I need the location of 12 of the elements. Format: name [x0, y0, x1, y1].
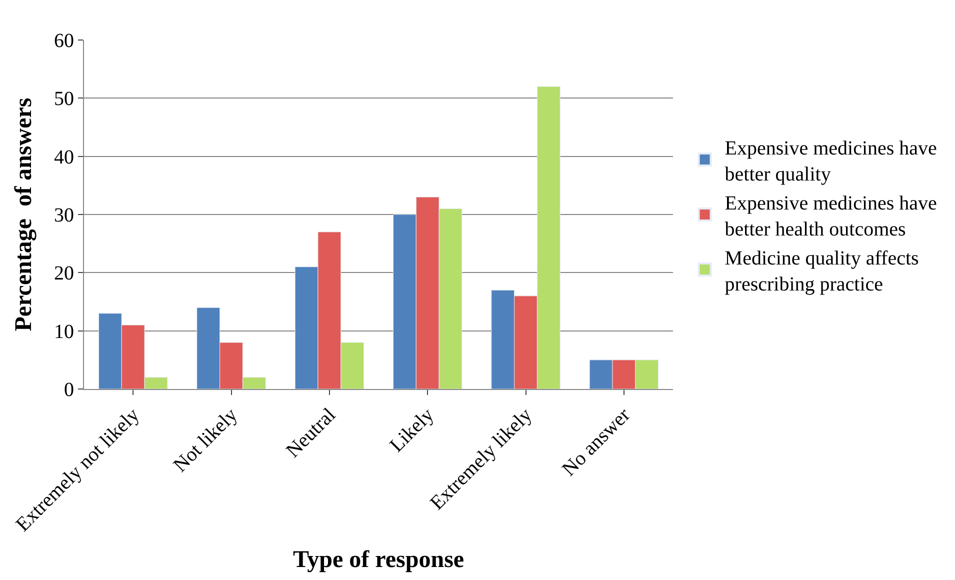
y-tick-label: 50 [54, 88, 74, 110]
y-tick-label: 0 [64, 379, 74, 401]
legend-label: Expensive medicines have better quality [724, 137, 938, 186]
y-tick-label: 20 [54, 262, 74, 285]
y-tick-label: 30 [54, 204, 74, 226]
y-tick-label: 10 [54, 320, 74, 343]
y-axis-title: Percentage of answers [11, 98, 38, 332]
legend-label: Medicine quality affects prescribing practice [724, 247, 919, 296]
y-tick-label: 60 [54, 30, 74, 52]
y-tick-label: 40 [54, 146, 74, 168]
legend-label: Expensive medicines have better health outcomes [724, 192, 938, 240]
x-axis-title: Type of response [292, 547, 464, 574]
